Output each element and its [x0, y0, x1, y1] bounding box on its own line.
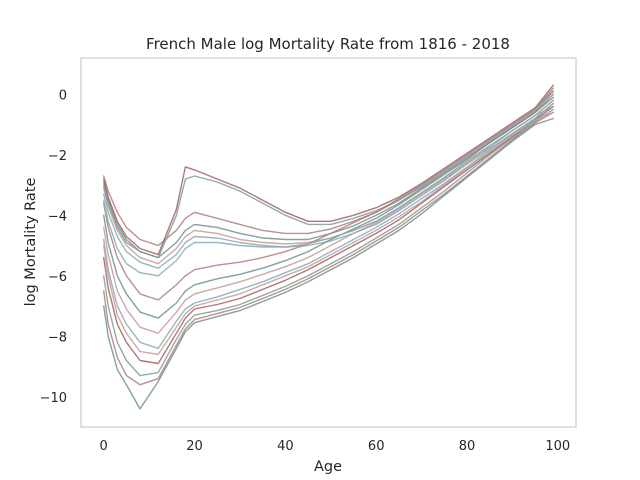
series-line-12	[102, 108, 554, 377]
x-tick-label: 60	[368, 439, 385, 454]
series-line-15	[102, 111, 554, 356]
series-line-14	[102, 117, 554, 410]
y-axis-label: log Mortality Rate	[23, 178, 39, 307]
x-tick-label: 40	[277, 439, 294, 454]
series-line-1	[102, 87, 554, 247]
y-tick-label: −8	[48, 330, 67, 345]
x-tick-label: 100	[545, 439, 570, 454]
y-tick-labels: 0 −2 −4 −6 −8 −10	[40, 88, 67, 406]
series-lines	[102, 84, 554, 410]
y-tick-label: −2	[48, 149, 67, 164]
series-line-10	[102, 102, 554, 350]
x-tick-label: 20	[186, 439, 203, 454]
plot-area-frame	[80, 57, 577, 428]
y-tick-label: −10	[40, 391, 67, 406]
x-tick-label: 0	[100, 439, 108, 454]
series-line-9	[102, 99, 554, 334]
y-tick-label: −4	[48, 209, 67, 224]
series-line-16	[102, 105, 554, 277]
series-line-7	[102, 90, 554, 301]
y-tick-label: −6	[48, 270, 67, 285]
series-line-3	[102, 99, 554, 265]
y-tick-label: 0	[59, 88, 67, 103]
x-axis-label: Age	[314, 459, 342, 475]
series-line-8	[102, 96, 554, 319]
chart-title: French Male log Mortality Rate from 1816…	[146, 35, 510, 53]
x-tick-labels: 0 20 40 60 80 100	[100, 439, 571, 454]
series-line-11	[102, 105, 554, 365]
series-line-13	[102, 111, 554, 386]
x-tick-label: 80	[459, 439, 476, 454]
series-line-6	[102, 90, 554, 259]
